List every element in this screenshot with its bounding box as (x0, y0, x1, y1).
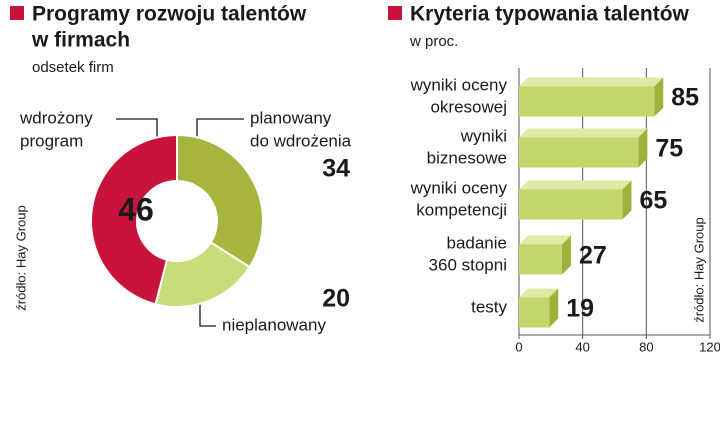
bar-top (519, 77, 664, 87)
x-tick-label: 0 (515, 339, 522, 354)
bar-side (561, 235, 571, 275)
donut-slice (154, 241, 251, 308)
value-label: 20 (322, 285, 350, 313)
title-marker (388, 6, 402, 20)
bar (519, 86, 655, 117)
donut-slice (90, 133, 178, 306)
category-label: nieplanowany (222, 315, 326, 334)
bar (519, 137, 639, 168)
title-marker (10, 6, 24, 20)
category-label: do wdrożenia (250, 131, 352, 150)
value-label: 27 (579, 242, 607, 270)
value-label: 19 (566, 295, 594, 323)
bar-top (519, 180, 632, 190)
donut-slice (176, 133, 264, 269)
bar-top (519, 288, 559, 298)
chart-subtitle: w proc. (409, 33, 458, 50)
bar (519, 244, 562, 275)
category-label: wyniki oceny (410, 75, 508, 94)
bar-side (622, 180, 632, 220)
bar-side (638, 128, 648, 168)
x-tick-label: 120 (699, 339, 720, 354)
category-label: program (20, 131, 83, 150)
category-label: 360 stopni (429, 255, 507, 274)
category-label: biznesowe (427, 148, 507, 167)
category-label: kompetencji (416, 200, 507, 219)
category-label: okresowej (430, 97, 507, 116)
value-label: 65 (639, 187, 667, 215)
bar (519, 297, 550, 328)
value-label: 85 (671, 84, 699, 112)
bar-side (654, 77, 664, 117)
bar (519, 189, 623, 220)
category-label: wdrożony (19, 108, 93, 127)
bar-top (519, 235, 571, 245)
category-label: wyniki (460, 126, 507, 145)
bar-top (519, 128, 648, 138)
leader-lines (116, 118, 244, 327)
category-label: planowany (250, 108, 332, 127)
category-label: wyniki oceny (410, 178, 508, 197)
category-label: badanie (446, 233, 507, 252)
x-tick-label: 40 (575, 339, 589, 354)
value-label: 34 (322, 155, 350, 183)
chart-subtitle: odsetek firm (32, 59, 114, 76)
source: źródło: Hay Group (13, 205, 28, 311)
value-label: 46 (118, 191, 154, 227)
x-tick-label: 80 (639, 339, 653, 354)
bar-side (549, 288, 559, 328)
chart-title: w firmach (31, 29, 130, 52)
chart-title: Programy rozwoju talentów (32, 3, 307, 26)
category-label: testy (471, 297, 507, 316)
chart-title: Kryteria typowania talentów (410, 3, 690, 26)
value-label: 75 (655, 135, 683, 163)
source: źródło: Hay Group (691, 217, 706, 323)
